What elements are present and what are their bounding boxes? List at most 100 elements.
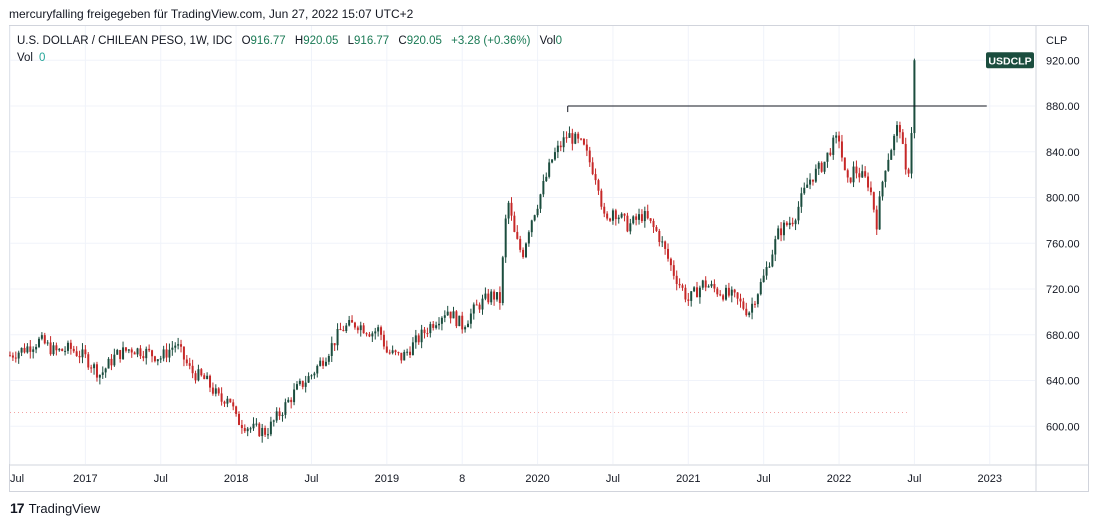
price-axis: 600.00 640.00 680.00 720.00 760.00 800.00 840.… <box>1046 55 1080 433</box>
candle-up <box>255 423 258 425</box>
candle-down <box>843 157 846 171</box>
candle-down <box>191 365 194 374</box>
candle-up <box>469 313 472 324</box>
candle-down <box>658 230 661 242</box>
candle-down <box>200 369 203 376</box>
candle-down <box>907 169 910 174</box>
candle-down <box>626 215 629 232</box>
candle-up <box>617 217 620 220</box>
candle-up <box>861 171 864 178</box>
candle-down <box>356 327 359 331</box>
candle-down <box>606 213 609 219</box>
candle-up <box>467 323 470 328</box>
candle-up <box>530 220 533 233</box>
close-label: C <box>398 35 407 47</box>
candle-down <box>733 289 736 293</box>
candle-down <box>188 363 191 366</box>
candle-up <box>748 312 751 316</box>
time-tick-label: Jul <box>606 473 620 485</box>
candle-down <box>148 348 151 351</box>
candle-down <box>69 342 72 349</box>
candle-down <box>513 215 516 232</box>
candle-down <box>194 373 197 381</box>
candle-up <box>214 388 217 394</box>
volume-label[interactable]: Vol <box>17 52 33 64</box>
candle-down <box>904 143 907 170</box>
candle-up <box>611 210 614 221</box>
ohlc-legend: U.S. DOLLAR / CHILEAN PESO, 1W, IDC O916… <box>17 35 562 47</box>
candle-down <box>652 220 655 228</box>
candle-down <box>240 424 243 429</box>
candle-down <box>898 125 901 133</box>
candle-up <box>832 137 835 155</box>
candle-up <box>759 282 762 295</box>
candle-up <box>826 152 829 162</box>
candle-up <box>893 135 896 151</box>
candle-up <box>206 375 209 380</box>
time-tick-label: 2023 <box>978 473 1002 485</box>
candle-down <box>875 209 878 230</box>
candle-up <box>452 311 455 319</box>
candle-down <box>672 265 675 276</box>
symbol-title[interactable]: U.S. DOLLAR / CHILEAN PESO, 1W, IDC <box>17 35 233 47</box>
candle-down <box>580 138 583 140</box>
candle-down <box>455 311 458 327</box>
candle-up <box>359 325 362 331</box>
candle-up <box>913 60 916 134</box>
candle-down <box>368 334 371 337</box>
candle-up <box>756 294 759 305</box>
candle-up <box>269 421 272 435</box>
candle-up <box>533 215 536 221</box>
candle-up <box>504 218 507 258</box>
candle-up <box>168 349 171 358</box>
candle-up <box>782 222 785 236</box>
candle-up <box>226 398 229 404</box>
candle-down <box>716 288 719 295</box>
low-label: L <box>347 35 355 47</box>
candle-down <box>417 335 420 343</box>
time-tick-label: Jul <box>304 473 318 485</box>
candle-up <box>632 216 635 224</box>
candle-down <box>745 308 748 316</box>
candle-down <box>840 141 843 158</box>
candle-down <box>449 311 452 319</box>
candle-down <box>142 356 145 359</box>
candle-down <box>432 324 435 328</box>
candle-down <box>29 346 32 352</box>
time-tick-label: 2018 <box>224 473 248 485</box>
candle-up <box>809 179 812 185</box>
candle-up <box>287 399 290 403</box>
candle-up <box>81 349 84 358</box>
candle-down <box>461 315 464 330</box>
candle-down <box>90 367 93 369</box>
time-tick-label: Jul <box>10 473 24 485</box>
candle-down <box>684 287 687 300</box>
candle-down <box>130 349 133 353</box>
high-value: 920.05 <box>303 35 339 47</box>
candle-up <box>64 350 67 352</box>
candle-down <box>559 145 562 148</box>
legend-vol-value: 0 <box>555 35 563 47</box>
candle-down <box>23 347 26 353</box>
candle-up <box>275 411 278 421</box>
candle-down <box>110 358 113 366</box>
candle-down <box>727 287 730 296</box>
candle-up <box>101 372 104 375</box>
symbol-price-tag[interactable]: USDCLP <box>986 52 1034 69</box>
tradingview-branding[interactable]: 17 TradingView <box>10 500 100 516</box>
candle-down <box>388 352 391 354</box>
candle-up <box>701 280 704 288</box>
price-tick-label: 840.00 <box>1046 147 1080 159</box>
price-tick-label: 760.00 <box>1046 238 1080 250</box>
candle-down <box>243 428 246 432</box>
candle-down <box>182 346 185 360</box>
candle-up <box>774 239 777 255</box>
candle-up <box>800 193 803 207</box>
candle-up <box>501 257 504 304</box>
candle-down <box>681 285 684 288</box>
candle-down <box>220 393 223 402</box>
candle-down <box>577 133 580 139</box>
change-value: +3.28 (+0.36%) <box>451 35 531 47</box>
candle-up <box>336 329 339 346</box>
